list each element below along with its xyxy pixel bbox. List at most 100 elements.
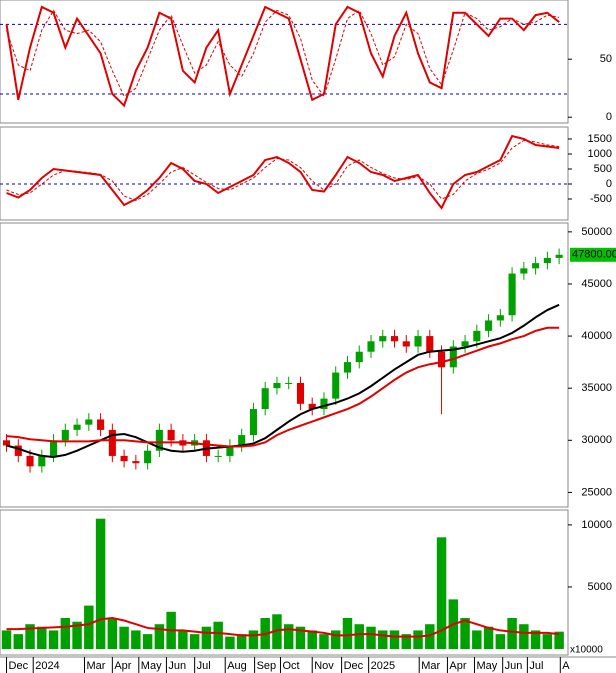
x-tick-label: Jun (505, 660, 523, 672)
candle-body (461, 341, 469, 347)
volume-bar (189, 634, 200, 650)
volume-bar (554, 631, 564, 650)
volume-bar (542, 634, 553, 650)
y-tick-label: 50 (600, 53, 612, 65)
plot (2, 248, 563, 473)
volume-bar (131, 630, 141, 650)
candle-body (214, 455, 222, 457)
x-tick-label: Nov (314, 660, 334, 672)
series-line (6, 134, 560, 210)
volume-bar (107, 618, 118, 650)
candle-body (108, 429, 116, 456)
volume-bar (366, 626, 376, 650)
volume-bar (319, 634, 329, 650)
x-tick-label: 2025 (371, 660, 395, 672)
candle-body (226, 445, 234, 456)
volume-bar (354, 624, 364, 650)
candle-body (273, 382, 281, 389)
candle-body (402, 341, 410, 347)
candle-body (355, 351, 363, 363)
y-tick-label: 40000 (581, 330, 612, 342)
volume-bar (248, 630, 259, 650)
candle-body (132, 461, 140, 464)
candle-body (85, 419, 93, 425)
panel-frame (0, 0, 569, 124)
candle-body (155, 429, 163, 451)
y-tick-label: 25000 (581, 486, 612, 498)
plot (0, 5, 568, 108)
x-tick-label: Apr (449, 660, 466, 672)
x-tick-label: Jun (168, 660, 186, 672)
volume-bar (413, 630, 423, 650)
candle-body (379, 336, 387, 342)
volume-bar (213, 621, 223, 650)
volume-bar (60, 618, 71, 650)
x-tick-label: May (476, 660, 497, 672)
x-tick-label: Mar (86, 660, 105, 672)
series-line (6, 616, 560, 638)
volume-bar (378, 630, 388, 650)
series-line (6, 9, 560, 98)
candle-body (261, 388, 269, 410)
candle-body (249, 409, 257, 436)
volume-bar (272, 614, 282, 650)
y-tick-label: 500 (594, 163, 612, 175)
volume-bar (342, 618, 353, 650)
y-tick-label: 45000 (581, 278, 612, 290)
candle-body (390, 336, 399, 342)
series-line (6, 139, 560, 202)
candle-body (238, 435, 246, 446)
candle-body (308, 403, 316, 410)
panel: 0 50 (0, 5, 612, 123)
panel-frame (0, 509, 569, 656)
x-tick-label: Jul (529, 660, 543, 672)
x-tick-label: Mar (421, 660, 440, 672)
candle-body (97, 419, 105, 430)
candle-body (485, 320, 493, 331)
candle-body (144, 450, 152, 464)
candle-body (449, 346, 457, 368)
panel: -500 0 500 1000 1500 (0, 133, 612, 210)
candle-body (332, 372, 340, 399)
volume-bar (95, 518, 106, 650)
volume-bar (472, 630, 482, 650)
x-tick-label: May (141, 660, 162, 672)
x-tick-label: Sep (257, 660, 277, 672)
x-tick-label: Aug (227, 660, 247, 672)
volume-bar (507, 618, 517, 650)
y-tick-label: 1500 (588, 133, 612, 145)
y-tick-label: 0 (606, 178, 612, 190)
volume-bar (142, 634, 153, 650)
candle-body (50, 440, 58, 456)
volume-bar (13, 634, 24, 650)
candle-body (38, 455, 46, 467)
volume-bar (483, 626, 494, 650)
x-tick-label: 2024 (35, 660, 59, 672)
candle-body (14, 445, 22, 456)
volume-bar (201, 626, 212, 650)
panel-frame (0, 222, 569, 508)
candle-body (320, 398, 328, 410)
volume-bar (307, 630, 317, 650)
x-tick-label: Apr (114, 660, 131, 672)
volume-bar (330, 630, 341, 650)
candle-body (367, 341, 375, 352)
candle-body (167, 429, 175, 441)
candle-body (532, 263, 540, 269)
volume-bar (283, 624, 294, 650)
volume-bar (436, 537, 447, 650)
volume-bar (72, 621, 82, 650)
volume-bar (519, 624, 529, 650)
candle-body (285, 382, 293, 384)
volume-bar (460, 618, 470, 650)
volume-bar (295, 626, 306, 650)
candle-body (555, 254, 563, 258)
volume-bar (495, 634, 506, 650)
candle-body (437, 351, 446, 368)
volume-bar (154, 624, 165, 650)
volume-bar (530, 630, 541, 650)
volume-bar (119, 626, 129, 650)
candle-body (296, 382, 305, 404)
volume-bar (37, 626, 47, 650)
